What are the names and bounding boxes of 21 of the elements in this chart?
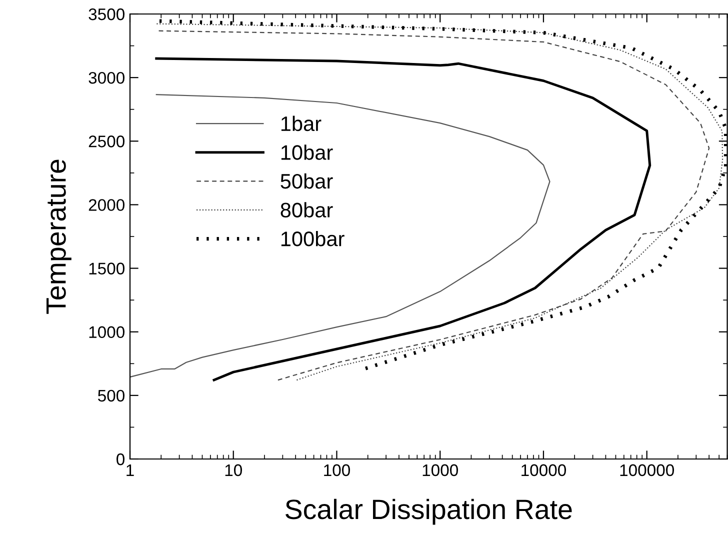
y-tick-label: 500 [98, 390, 124, 402]
x-tick-label: 1000 [422, 464, 458, 476]
y-tick-label: 1000 [89, 326, 124, 338]
y-axis-title: Temperature [46, 160, 72, 314]
y-tick-label: 3500 [88, 8, 124, 20]
y-tick-label: 3000 [88, 72, 124, 84]
y-tick-label: 2000 [88, 199, 124, 211]
x-tick-label: 100 [324, 464, 350, 476]
x-tick-label: 1 [126, 464, 134, 476]
x-tick-label: 10 [225, 464, 242, 476]
y-tick-label: 0 [116, 453, 124, 466]
legend-label: 100bar [281, 230, 344, 246]
y-tick-label: 1500 [89, 262, 124, 274]
x-tick-label: 100000 [620, 464, 674, 476]
y-tick-label: 2500 [88, 136, 124, 148]
legend-label: 10bar [281, 144, 333, 160]
x-tick-label: 10000 [522, 464, 566, 476]
x-axis-title: Scalar Dissipation Rate [286, 498, 572, 525]
legend-label: 50bar [280, 173, 333, 189]
legend-label: 1bar [281, 116, 322, 132]
legend-label: 80bar [280, 202, 333, 218]
